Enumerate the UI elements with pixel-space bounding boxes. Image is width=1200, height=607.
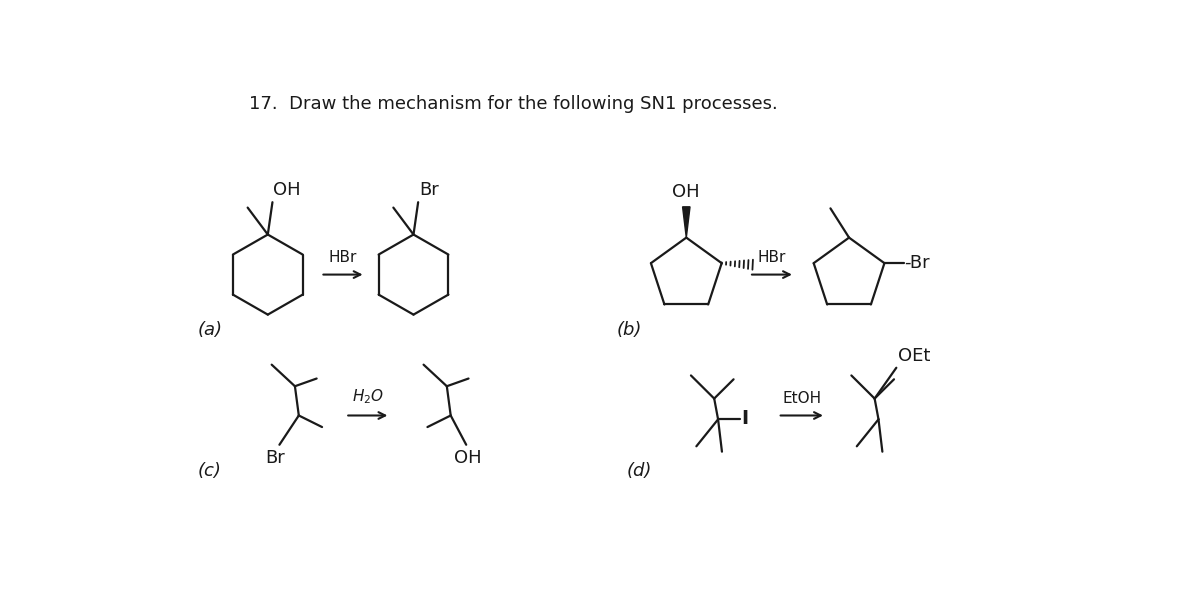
Text: OH: OH <box>454 449 481 467</box>
Text: -Br: -Br <box>905 254 930 272</box>
Text: EtOH: EtOH <box>782 392 821 406</box>
Text: $H_2O$: $H_2O$ <box>352 387 384 406</box>
Text: OH: OH <box>672 183 700 202</box>
Text: 17.  Draw the mechanism for the following SN1 processes.: 17. Draw the mechanism for the following… <box>250 95 778 113</box>
Text: (b): (b) <box>617 321 642 339</box>
Text: I: I <box>742 409 749 428</box>
Text: (c): (c) <box>198 462 222 480</box>
Text: (a): (a) <box>198 321 223 339</box>
Text: Br: Br <box>420 181 439 199</box>
Text: OEt: OEt <box>898 347 930 365</box>
Polygon shape <box>683 207 690 237</box>
Text: Br: Br <box>265 449 286 467</box>
Text: (d): (d) <box>626 462 652 480</box>
Text: HBr: HBr <box>757 250 786 265</box>
Text: OH: OH <box>274 181 301 199</box>
Text: HBr: HBr <box>329 250 358 265</box>
